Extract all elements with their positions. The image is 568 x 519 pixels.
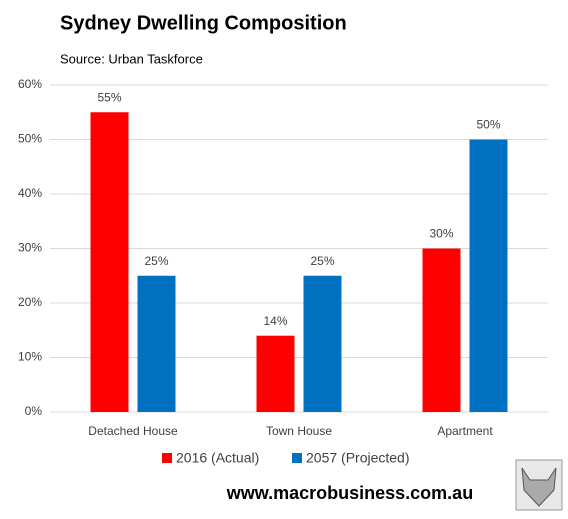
bar (137, 275, 176, 412)
value-label: 14% (263, 314, 287, 328)
legend-swatch (162, 453, 172, 463)
logo (515, 459, 563, 511)
x-tick-label: Detached House (88, 424, 178, 438)
watermark: www.macrobusiness.com.au (226, 483, 473, 503)
value-label: 25% (144, 254, 168, 268)
y-tick-label: 50% (18, 132, 42, 146)
y-tick-label: 40% (18, 186, 42, 200)
chart-subtitle: Source: Urban Taskforce (60, 51, 203, 66)
bar (469, 139, 508, 412)
bar (256, 335, 295, 412)
bar (303, 275, 342, 412)
y-tick-label: 20% (18, 295, 42, 309)
bar (422, 248, 461, 412)
logo-wolf (521, 467, 557, 507)
legend-label: 2057 (Projected) (306, 450, 410, 466)
y-tick-label: 60% (18, 77, 42, 91)
y-tick-label: 30% (18, 241, 42, 255)
bar (90, 112, 129, 412)
legend-swatch (292, 453, 302, 463)
value-label: 50% (476, 118, 500, 132)
y-tick-label: 0% (25, 404, 43, 418)
value-label: 25% (310, 254, 334, 268)
y-tick-label: 10% (18, 350, 42, 364)
chart-title: Sydney Dwelling Composition (60, 12, 347, 34)
legend-label: 2016 (Actual) (176, 450, 259, 466)
x-tick-label: Apartment (437, 424, 493, 438)
value-label: 30% (429, 227, 453, 241)
x-tick-label: Town House (266, 424, 332, 438)
value-label: 55% (97, 90, 121, 104)
